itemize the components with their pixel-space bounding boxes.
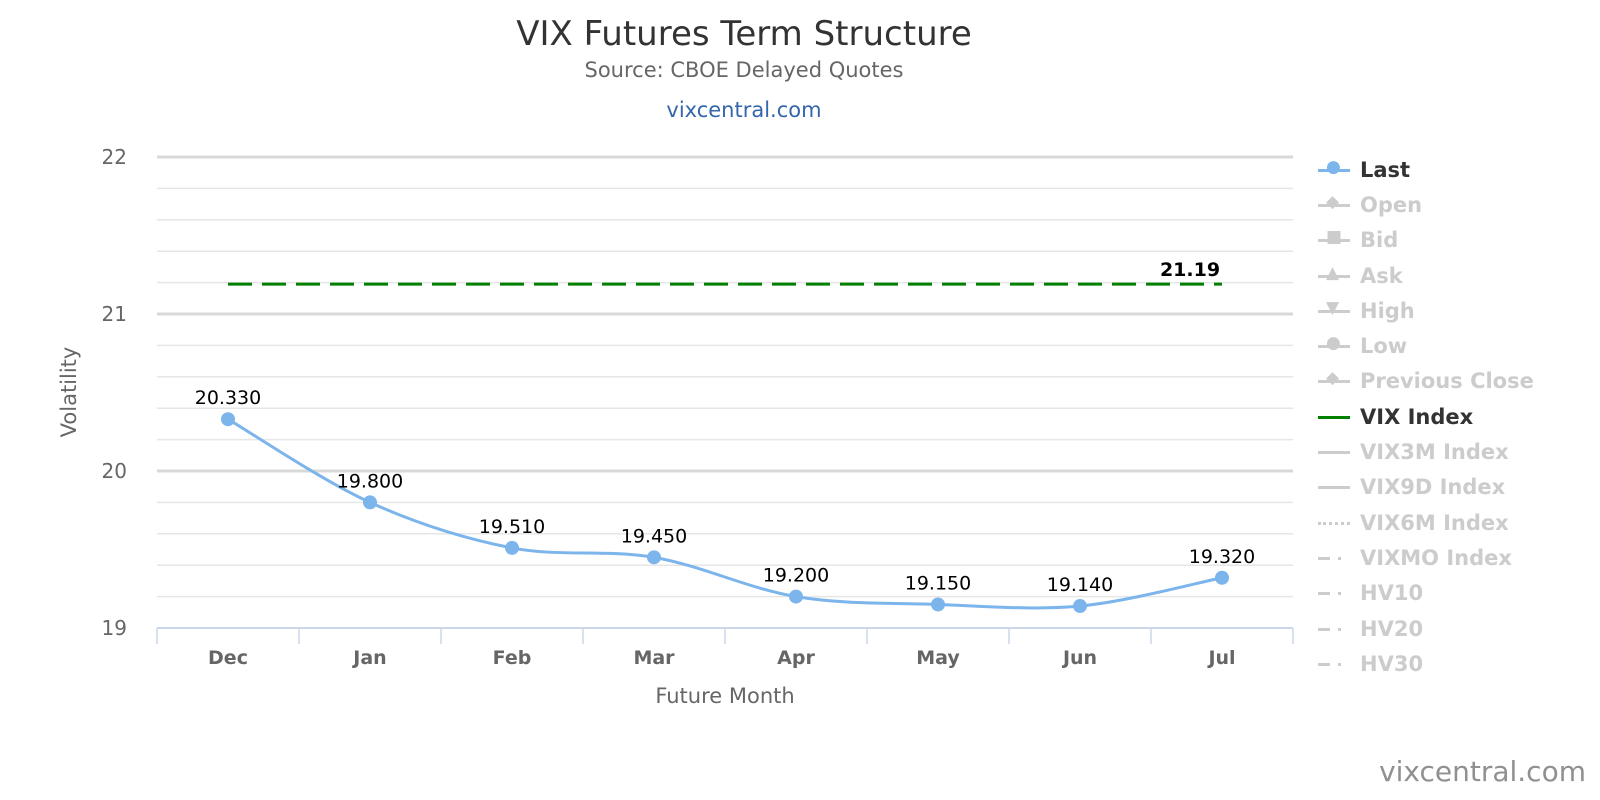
y-axis-title: Volatility (57, 347, 81, 438)
legend: ● Last ◆ Open ■ Bid ▲ Ask ▼ High ● Low ◆ Previous Clo… (1318, 152, 1534, 681)
data-label: 19.150 (905, 572, 971, 594)
x-tick-label: Apr (777, 647, 815, 669)
x-tick-label: Dec (208, 647, 248, 669)
legend-symbol-icon (1318, 583, 1350, 603)
legend-label: Bid (1360, 228, 1399, 253)
legend-item[interactable]: ◆ Open (1318, 187, 1534, 222)
legend-label: Open (1360, 192, 1423, 217)
legend-symbol-icon: ● (1318, 157, 1350, 180)
x-axis-title: Future Month (655, 684, 794, 708)
legend-label: VIX6M Index (1360, 510, 1509, 535)
legend-label: Previous Close (1360, 369, 1534, 394)
legend-item[interactable]: HV10 (1318, 576, 1534, 611)
legend-label: VIX9D Index (1360, 475, 1506, 500)
data-label: 19.510 (479, 516, 545, 538)
data-label: 19.140 (1047, 574, 1113, 596)
legend-label: High (1360, 298, 1415, 323)
x-tick-label: May (916, 647, 960, 669)
data-label: 19.450 (621, 525, 687, 547)
legend-symbol-icon (1318, 513, 1350, 533)
legend-symbol-icon (1318, 619, 1350, 639)
data-point (1215, 570, 1229, 585)
y-tick-label: 20 (102, 459, 127, 483)
legend-symbol-icon: ▼ (1318, 298, 1350, 321)
data-point (931, 597, 945, 612)
legend-symbol-icon: ▲ (1318, 263, 1350, 286)
data-point (505, 540, 519, 555)
credit-text[interactable]: vixcentral.com (1379, 755, 1586, 788)
data-label: 19.200 (763, 565, 829, 587)
legend-label: HV10 (1360, 581, 1424, 606)
legend-label: HV20 (1360, 616, 1424, 641)
source-link[interactable]: vixcentral.com (666, 98, 822, 122)
legend-item[interactable]: ● Low (1318, 328, 1534, 363)
data-point (647, 550, 661, 565)
legend-symbol-icon (1318, 407, 1350, 427)
data-label: 20.330 (195, 387, 261, 409)
data-point (789, 589, 803, 604)
legend-symbol-icon: ◆ (1318, 368, 1350, 391)
legend-item[interactable]: ■ Bid (1318, 223, 1534, 258)
legend-item[interactable]: ▼ High (1318, 293, 1534, 328)
legend-label: VIXMO Index (1360, 545, 1512, 570)
legend-label: Ask (1360, 263, 1403, 288)
y-tick-label: 21 (102, 302, 127, 326)
legend-item[interactable]: VIX6M Index (1318, 505, 1534, 540)
legend-symbol-icon (1318, 548, 1350, 568)
chart-title: VIX Futures Term Structure (516, 14, 972, 54)
legend-symbol-icon: ◆ (1318, 192, 1350, 215)
x-tick-label: Jun (1061, 647, 1097, 669)
legend-item[interactable]: VIX Index (1318, 399, 1534, 434)
y-tick-label: 22 (102, 145, 127, 169)
legend-label: Low (1360, 334, 1408, 359)
y-tick-label: 19 (102, 616, 127, 640)
legend-symbol-icon: ■ (1318, 227, 1350, 250)
x-tick-label: Jul (1206, 647, 1235, 669)
legend-symbol-icon (1318, 477, 1350, 497)
legend-item[interactable]: VIX3M Index (1318, 434, 1534, 469)
data-point (221, 412, 235, 427)
legend-item[interactable]: VIXMO Index (1318, 540, 1534, 575)
x-tick-label: Mar (633, 647, 675, 669)
legend-symbol-icon: ● (1318, 333, 1350, 356)
data-point (1073, 599, 1087, 614)
legend-label: VIX Index (1360, 404, 1474, 429)
x-tick-label: Feb (493, 647, 532, 669)
legend-label: VIX3M Index (1360, 440, 1509, 465)
vix-index-label: 21.19 (1160, 259, 1220, 281)
legend-item[interactable]: VIX9D Index (1318, 470, 1534, 505)
last-series-line (227, 417, 1223, 610)
legend-item[interactable]: HV20 (1318, 611, 1534, 646)
legend-item[interactable]: ▲ Ask (1318, 258, 1534, 293)
legend-item[interactable]: ◆ Previous Close (1318, 364, 1534, 399)
legend-label: Last (1360, 157, 1411, 182)
legend-label: HV30 (1360, 651, 1424, 676)
chart-subtitle: Source: CBOE Delayed Quotes (584, 58, 904, 82)
data-label: 19.320 (1189, 546, 1255, 568)
x-tick-label: Jan (351, 647, 386, 669)
legend-item[interactable]: HV30 (1318, 646, 1534, 681)
legend-symbol-icon (1318, 442, 1350, 462)
legend-symbol-icon (1318, 654, 1350, 674)
data-label: 19.800 (337, 470, 403, 492)
legend-item[interactable]: ● Last (1318, 152, 1534, 187)
data-point (363, 495, 377, 510)
